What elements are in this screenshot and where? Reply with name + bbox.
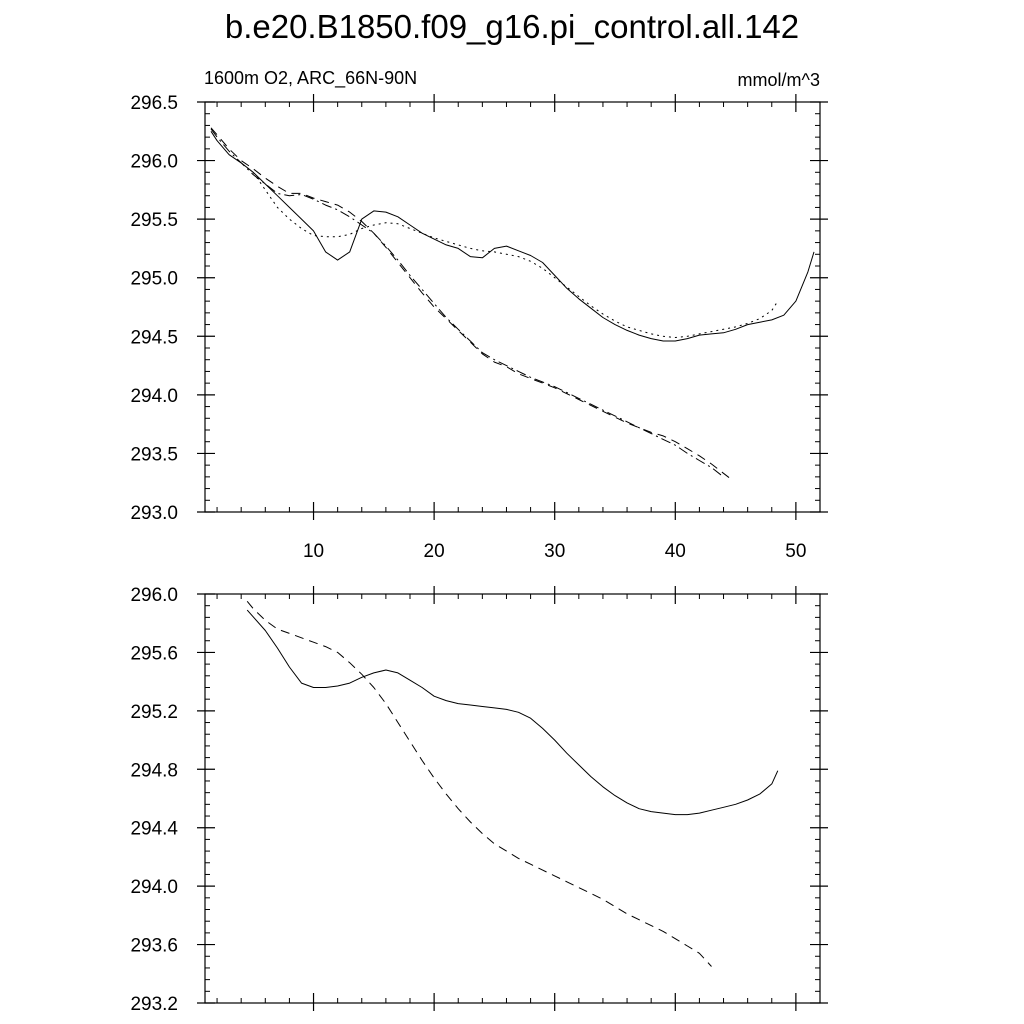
top-x-tick-label: 50 — [785, 541, 806, 562]
top-y-tick-label: 294.0 — [130, 386, 178, 407]
top-plot-frame — [204, 101, 821, 513]
bottom-y-tick-label: 296.0 — [130, 585, 178, 606]
bottom-y-tick-label: 294.8 — [130, 760, 178, 781]
top-x-tick-label: 20 — [424, 541, 445, 562]
bottom-y-tick-label: 295.2 — [130, 702, 178, 723]
bottom-y-tick-label: 293.6 — [130, 936, 178, 957]
bottom-y-tick-label: 295.6 — [130, 643, 178, 664]
top-series-dashed-line — [210, 127, 730, 479]
top-y-tick-label: 296.0 — [130, 152, 178, 173]
top-series-dotted-line — [252, 172, 779, 338]
bottom-y-tick-label: 293.2 — [130, 994, 178, 1015]
top-y-tick-label: 294.5 — [130, 327, 178, 348]
bottom-y-tick-label: 294.0 — [130, 877, 178, 898]
chart-subtitle-left: 1600m O2, ARC_66N-90N — [204, 68, 417, 89]
top-panel: 10 20 30 40 50 293.0 293.5 294.0 294.5 295.0 295.5… — [130, 93, 828, 562]
bottom-plot-frame — [204, 593, 821, 1004]
chart-subtitle-right: mmol/m^3 — [738, 70, 820, 90]
bottom-series-dashed-line — [246, 600, 712, 967]
top-y-tick-label: 293.5 — [130, 444, 178, 465]
top-x-tick-label: 30 — [544, 541, 565, 562]
top-y-tick-label: 296.5 — [130, 93, 178, 114]
chart-title: b.e20.B1850.f09_g16.pi_control.all.142 — [225, 8, 799, 45]
bottom-y-tick-label: 294.4 — [130, 819, 178, 840]
bottom-series-solid-line — [246, 609, 779, 816]
top-x-tick-label: 10 — [303, 541, 324, 562]
bottom-panel: 293.2 293.6 294.0 294.4 294.8 295.2 295.6 296.0 — [130, 585, 828, 1015]
top-y-tick-label: 293.0 — [130, 503, 178, 524]
top-series-dash-dot-line — [210, 128, 724, 478]
top-series-solid-line — [210, 131, 815, 342]
top-y-tick-label: 295.5 — [130, 210, 178, 231]
top-y-tick-label: 295.0 — [130, 269, 178, 290]
top-x-tick-label: 40 — [665, 541, 686, 562]
